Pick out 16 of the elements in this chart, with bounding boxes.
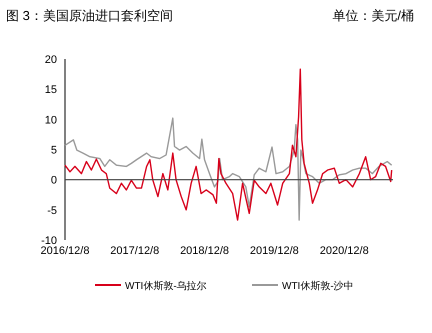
x-tick-label: 2017/12/8 xyxy=(110,245,160,257)
x-tick-label: 2020/12/8 xyxy=(320,245,369,257)
x-tick-label: 2018/12/8 xyxy=(180,245,230,257)
y-tick-label: 20 xyxy=(44,54,57,66)
y-tick-label: -10 xyxy=(41,235,57,247)
y-tick-label: 15 xyxy=(44,84,57,96)
x-tick-label: 2019/12/8 xyxy=(250,245,299,257)
x-tick-label: 2016/12/8 xyxy=(40,245,90,257)
chart-title: 图 3：美国原油进口套利空间 xyxy=(6,8,173,23)
y-tick-label: -5 xyxy=(47,204,57,217)
legend-label: WTI休斯敦-沙中 xyxy=(282,280,354,292)
y-axis-title: 单位：美元/桶 xyxy=(332,8,414,23)
y-tick-label: 5 xyxy=(50,144,57,156)
legend-label: WTI休斯敦-乌拉尔 xyxy=(125,280,207,292)
y-tick-label: 0 xyxy=(50,174,57,187)
y-tick-label: 10 xyxy=(44,114,57,126)
